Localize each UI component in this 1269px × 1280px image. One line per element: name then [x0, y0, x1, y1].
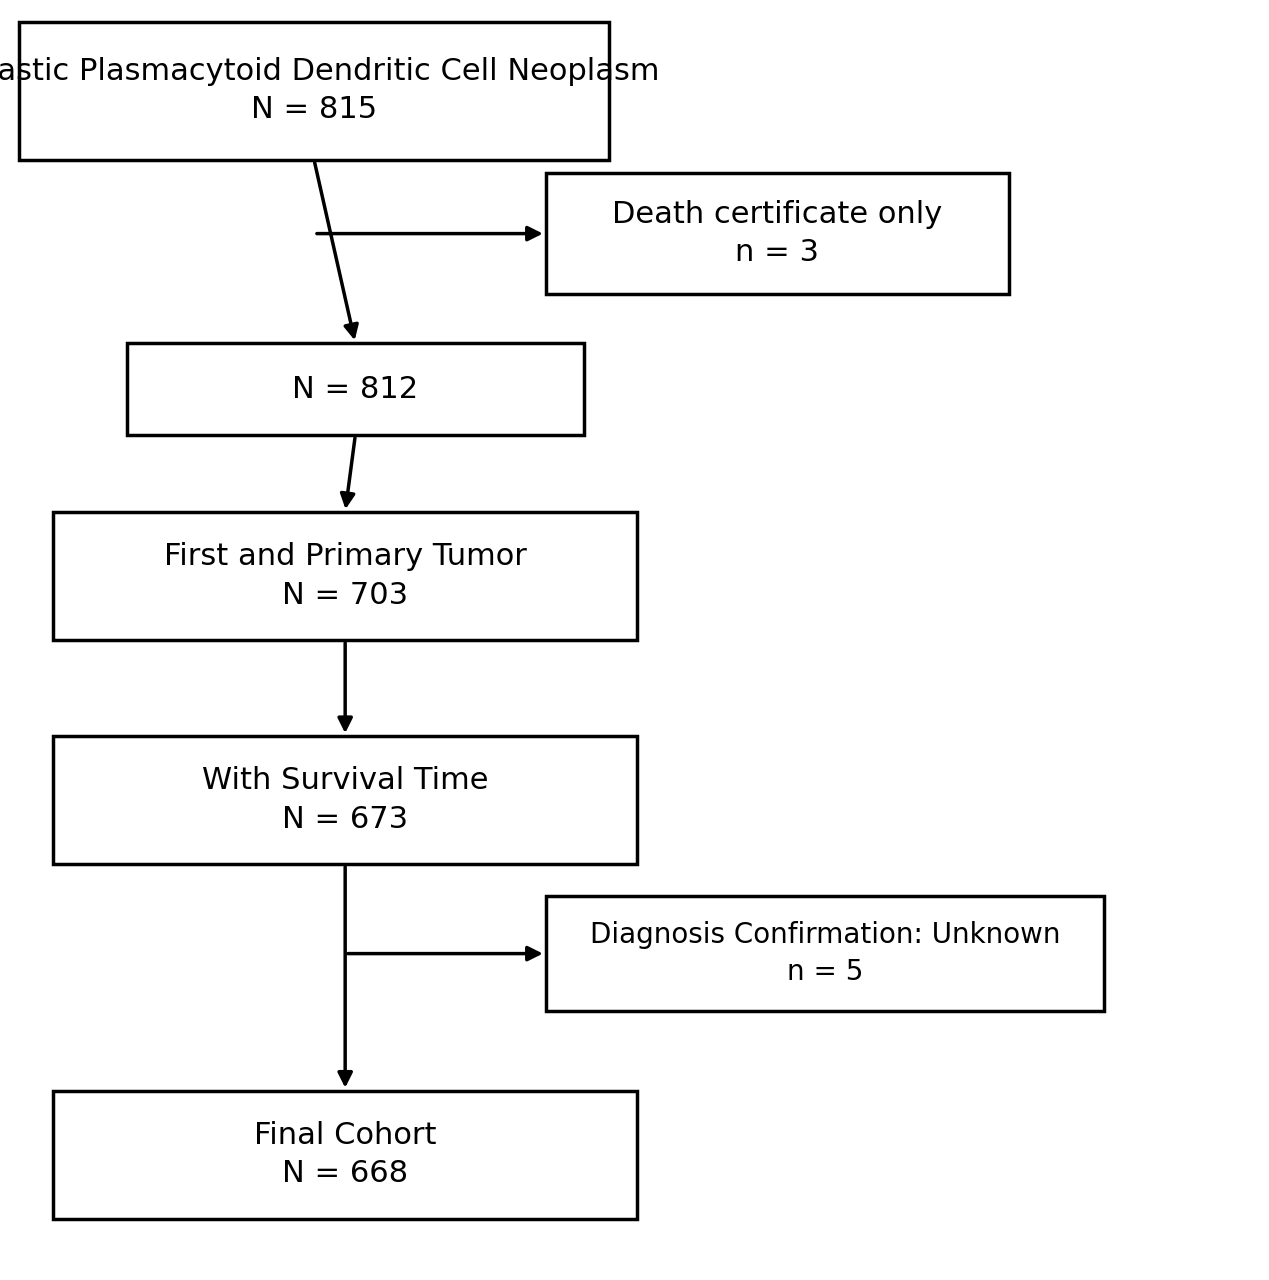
Text: Final Cohort
N = 668: Final Cohort N = 668 — [254, 1121, 437, 1188]
Bar — [127, 343, 584, 435]
Text: Death certificate only
n = 3: Death certificate only n = 3 — [612, 200, 943, 268]
Bar — [546, 173, 1009, 294]
Text: Diagnosis Confirmation: Unknown
n = 5: Diagnosis Confirmation: Unknown n = 5 — [590, 922, 1060, 986]
Text: First and Primary Tumor
N = 703: First and Primary Tumor N = 703 — [164, 543, 527, 609]
Bar — [53, 512, 637, 640]
Bar — [19, 22, 609, 160]
Bar — [53, 1091, 637, 1219]
Bar — [546, 896, 1104, 1011]
Text: With Survival Time
N = 673: With Survival Time N = 673 — [202, 767, 489, 833]
Text: N = 812: N = 812 — [292, 375, 419, 403]
Text: Blastic Plasmacytoid Dendritic Cell Neoplasm
N = 815: Blastic Plasmacytoid Dendritic Cell Neop… — [0, 58, 660, 124]
Bar — [53, 736, 637, 864]
